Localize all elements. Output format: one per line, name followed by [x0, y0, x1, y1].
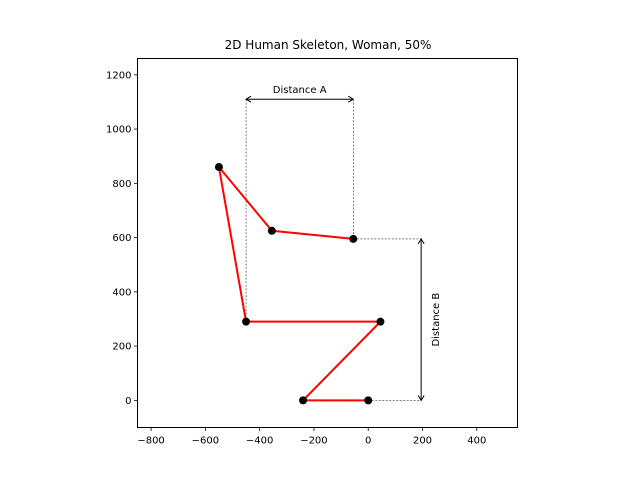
joint-point — [349, 234, 358, 243]
joint-point — [376, 317, 385, 326]
distance-b-label: Distance B — [431, 293, 442, 347]
y-tick-label: 800 — [112, 179, 131, 190]
x-tick-label: 200 — [413, 436, 432, 447]
joint-markers — [214, 163, 385, 405]
y-tick-label: 1200 — [106, 70, 131, 81]
x-tick-label: −800 — [137, 436, 164, 447]
plot-area — [137, 58, 518, 428]
x-tick-label: −600 — [192, 436, 219, 447]
joint-point — [242, 317, 251, 326]
x-tick-label: 400 — [467, 436, 486, 447]
chart-title: 2D Human Skeleton, Woman, 50% — [225, 38, 432, 52]
distance-a-label: Distance A — [273, 85, 327, 96]
skeleton-segment — [270, 229, 355, 240]
skeleton-lines — [217, 166, 382, 402]
x-tick-label: 0 — [365, 436, 371, 447]
axis-ticks: −800 −600 −400 −200 0 200 400 0 200 400 600 800 1000… — [106, 70, 486, 446]
skeleton-segment — [217, 166, 248, 323]
y-tick-label: 200 — [112, 342, 131, 353]
y-tick-label: 600 — [112, 233, 131, 244]
arrow-head — [245, 95, 252, 103]
y-tick-label: 1000 — [106, 125, 131, 136]
arrow-head — [417, 395, 425, 402]
joint-point — [299, 396, 308, 405]
joint-point — [364, 396, 373, 405]
skeleton-segment — [302, 320, 382, 402]
joint-point — [214, 163, 223, 172]
dimension-guides — [245, 99, 422, 401]
skeleton-segment — [217, 166, 273, 232]
arrow-head — [417, 237, 425, 245]
x-tick-label: −400 — [246, 436, 273, 447]
arrow-head — [348, 95, 355, 103]
joint-point — [267, 226, 276, 235]
annotations: Distance A Distance B — [245, 85, 442, 402]
y-tick-label: 0 — [125, 396, 131, 407]
x-tick-label: −200 — [300, 436, 327, 447]
y-tick-label: 400 — [112, 287, 131, 298]
